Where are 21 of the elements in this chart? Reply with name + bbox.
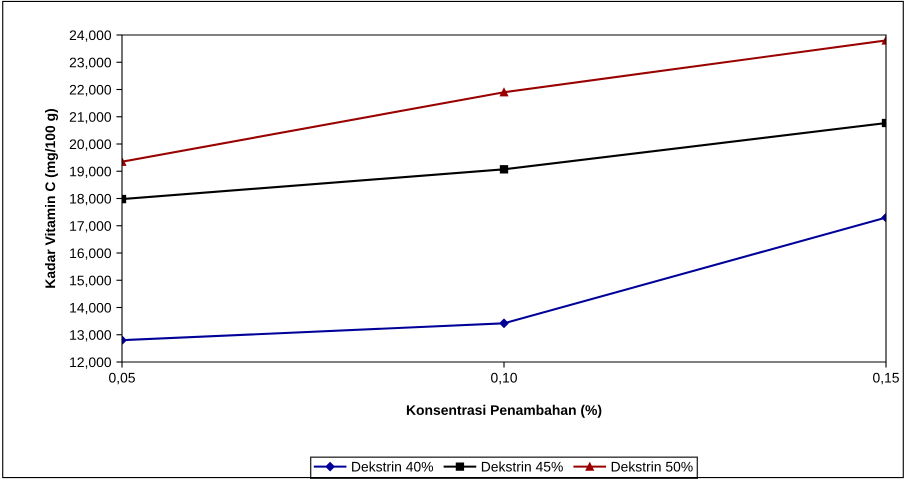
y-tick-label: 22,000 (70, 84, 112, 96)
y-tick-label: 23,000 (70, 58, 112, 70)
y-tick-label: 15,000 (70, 276, 112, 288)
x-axis-title: Konsentrasi Penambahan (%) (406, 404, 602, 418)
y-tick-label: 21,000 (70, 112, 112, 124)
y-tick-label: 14,000 (70, 302, 112, 314)
x-tick-label: 0,15 (873, 372, 899, 384)
y-tick-label: 18,000 (70, 194, 112, 206)
y-tick-label: 16,000 (70, 248, 112, 260)
y-tick-label: 17,000 (70, 221, 112, 233)
y-axis-title: Kadar Vitamin C (mg/100 g) (44, 109, 58, 288)
legend-label: Dekstrin 40% (352, 461, 434, 472)
y-tick-label: 24,000 (70, 30, 112, 42)
y-tick-label: 13,000 (70, 330, 112, 342)
legend-label: Dekstrin 50% (612, 461, 693, 472)
y-tick-label: 20,000 (70, 139, 112, 151)
x-tick-label: 0,10 (491, 372, 517, 384)
x-tick-label: 0,05 (109, 372, 135, 384)
y-tick-label: 19,000 (70, 166, 112, 178)
legend-label: Dekstrin 45% (482, 461, 563, 472)
y-tick-label: 12,000 (70, 357, 112, 369)
